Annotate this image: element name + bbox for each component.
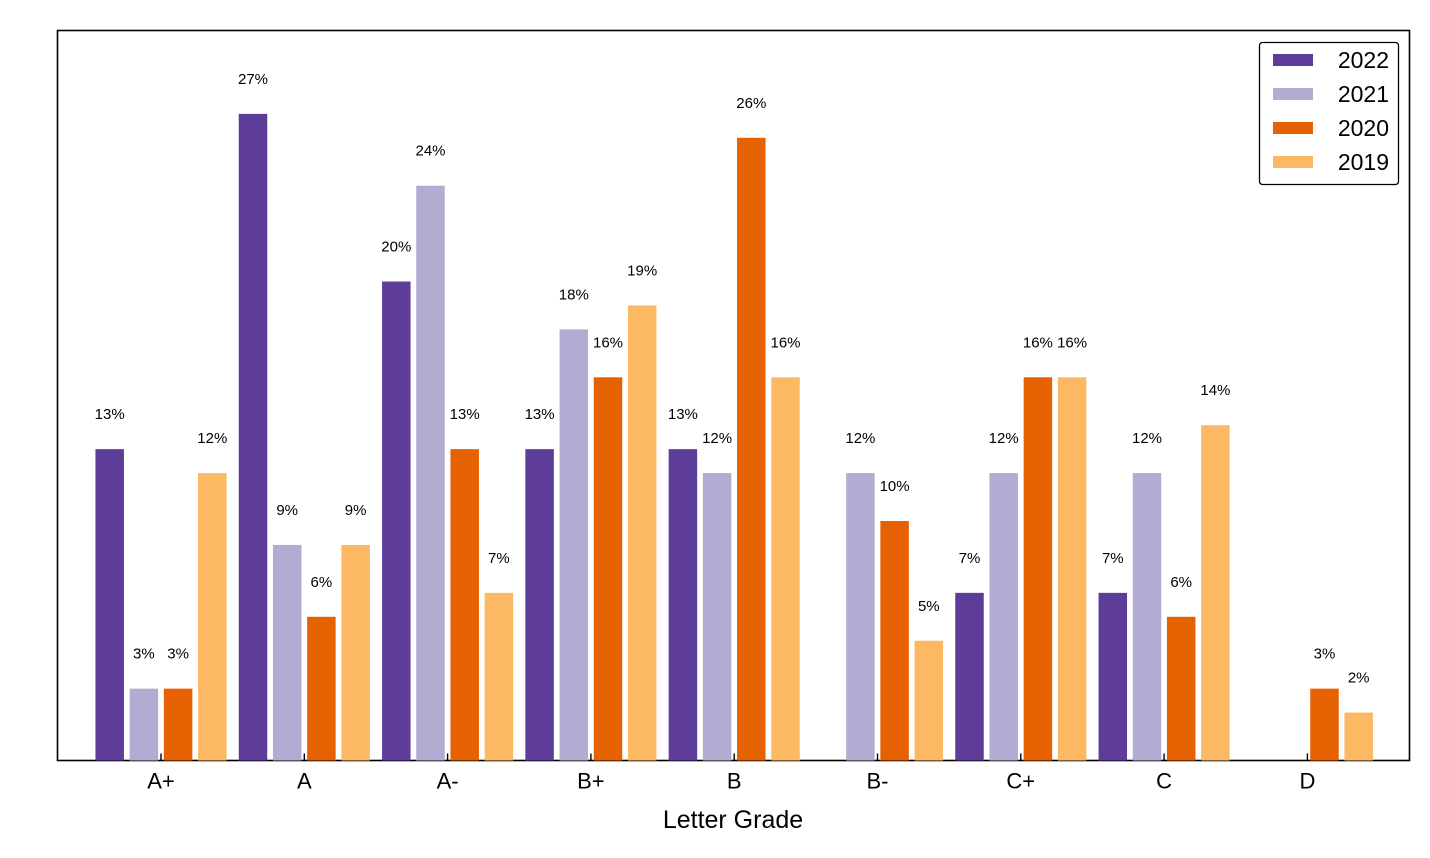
data-label: 18% xyxy=(559,286,589,303)
bar-2021-A- xyxy=(416,185,445,761)
bar-2019-C xyxy=(1201,425,1230,761)
x-tick-label: B- xyxy=(867,769,889,794)
data-label: 7% xyxy=(488,550,510,567)
x-tick-label: A xyxy=(297,769,312,794)
legend-label-2020: 2020 xyxy=(1338,115,1389,141)
bar-2020-C xyxy=(1166,616,1196,761)
bar-2019-D xyxy=(1344,712,1373,761)
bar-2020-D xyxy=(1310,688,1339,761)
data-label: 7% xyxy=(1102,550,1124,567)
x-tick-label: C+ xyxy=(1006,769,1035,794)
data-label: 6% xyxy=(311,574,333,591)
bar-2022-B xyxy=(668,449,698,761)
x-tick-label: D xyxy=(1299,769,1315,794)
bar-2019-C+ xyxy=(1057,377,1087,761)
data-label: 9% xyxy=(276,502,298,519)
data-label: 3% xyxy=(1314,646,1336,663)
legend-swatch-2022 xyxy=(1273,54,1313,66)
bar-2020-B+ xyxy=(593,377,623,761)
data-label: 24% xyxy=(415,143,445,160)
data-label: 12% xyxy=(702,430,732,447)
bar-2021-B+ xyxy=(559,329,589,761)
bar-2022-C xyxy=(1098,592,1128,761)
data-label: 16% xyxy=(770,334,800,351)
bars-layer xyxy=(95,113,1373,761)
data-label: 12% xyxy=(197,430,227,447)
data-label: 13% xyxy=(95,406,125,423)
data-label: 10% xyxy=(880,478,910,495)
data-label: 16% xyxy=(1057,334,1087,351)
bar-2020-A xyxy=(307,616,336,761)
data-label: 12% xyxy=(989,430,1019,447)
data-label: 16% xyxy=(1023,334,1053,351)
bar-2021-B- xyxy=(846,473,875,761)
data-label: 3% xyxy=(133,646,155,663)
legend-label-2021: 2021 xyxy=(1338,81,1389,107)
data-label: 12% xyxy=(1132,430,1162,447)
bar-2020-B xyxy=(737,137,766,761)
legend-swatch-2021 xyxy=(1273,88,1313,100)
bar-2019-B- xyxy=(914,640,944,761)
x-axis-ticks: A+ A A- B+ B B- C+ C D xyxy=(147,753,1315,794)
x-axis-title: Letter Grade xyxy=(663,806,803,834)
bar-2022-C+ xyxy=(955,592,984,761)
x-tick-label: A+ xyxy=(147,769,175,794)
data-label: 13% xyxy=(525,406,555,423)
bar-2021-A xyxy=(272,544,302,761)
data-label: 9% xyxy=(345,502,367,519)
data-label: 13% xyxy=(450,406,480,423)
data-label: 27% xyxy=(238,71,268,88)
data-label: 6% xyxy=(1170,574,1192,591)
bar-2021-A+ xyxy=(129,688,159,761)
data-label: 2% xyxy=(1348,670,1370,687)
x-tick-label: B+ xyxy=(577,769,605,794)
data-label: 19% xyxy=(627,262,657,279)
legend-label-2022: 2022 xyxy=(1338,47,1389,73)
data-label: 12% xyxy=(845,430,875,447)
x-tick-label: C xyxy=(1156,769,1172,794)
x-tick-label: A- xyxy=(437,769,459,794)
data-label: 3% xyxy=(167,646,189,663)
bar-2022-A+ xyxy=(95,449,124,761)
bar-2019-A+ xyxy=(198,473,227,761)
data-label: 26% xyxy=(736,95,766,112)
data-label: 16% xyxy=(593,334,623,351)
bar-2019-A xyxy=(341,544,370,761)
data-label: 20% xyxy=(381,239,411,256)
bar-2019-B+ xyxy=(627,305,657,761)
data-label: 13% xyxy=(668,406,698,423)
data-labels-layer: 13%3% 3%12%27%9%6%9%20%24%13%7%13%18%16%1… xyxy=(95,71,1370,687)
bar-2020-A+ xyxy=(163,688,193,761)
x-tick-label: B xyxy=(727,769,742,794)
bar-2022-A xyxy=(238,113,268,761)
bar-2022-B+ xyxy=(525,449,554,761)
legend-label-2019: 2019 xyxy=(1338,149,1389,175)
bar-2020-C+ xyxy=(1023,377,1053,761)
legend-swatch-2020 xyxy=(1273,122,1313,134)
legend-box xyxy=(1258,41,1400,186)
bar-2020-B- xyxy=(880,521,909,761)
bar-2021-C+ xyxy=(989,473,1018,761)
data-label: 14% xyxy=(1200,382,1230,399)
bar-2021-C xyxy=(1132,473,1162,761)
legend: 2022 2021 2020 2019 xyxy=(1258,41,1400,186)
data-label: 7% xyxy=(959,550,981,567)
bar-2022-A- xyxy=(382,281,411,761)
bar-2020-A- xyxy=(450,449,479,761)
bar-2019-B xyxy=(771,377,800,761)
data-label: 5% xyxy=(918,598,940,615)
bar-2021-B xyxy=(702,473,732,761)
bar-2019-A- xyxy=(484,592,514,761)
legend-swatch-2019 xyxy=(1273,156,1313,168)
